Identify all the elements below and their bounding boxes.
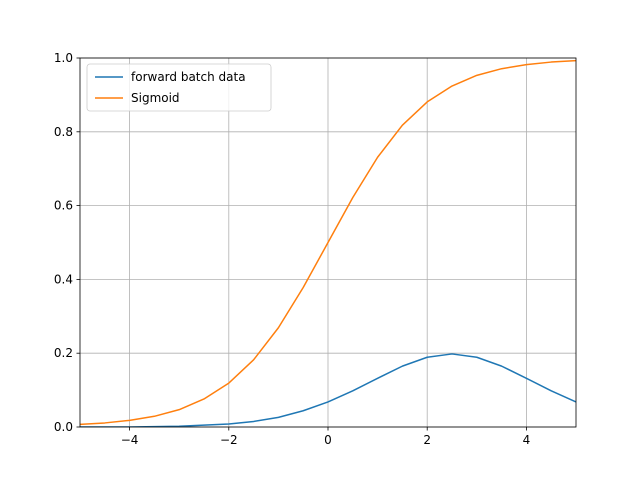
y-tick-label: 0.8 xyxy=(54,125,73,139)
series-line-sigmoid xyxy=(80,59,576,426)
legend-label: forward batch data xyxy=(131,70,246,84)
y-tick-label: 0.0 xyxy=(54,420,73,434)
x-tick-label: −4 xyxy=(121,433,139,447)
legend-label: Sigmoid xyxy=(131,91,180,105)
legend-box xyxy=(86,63,272,112)
y-tick-label: 0.4 xyxy=(54,272,73,286)
ticks: −4 −2 0 2 4 0.0 0.2 0.4 0.6 0.8 1.0 xyxy=(54,51,530,447)
legend: forward batch data Sigmoid xyxy=(86,63,272,112)
x-tick-label: 2 xyxy=(423,433,431,447)
y-tick-label: 0.2 xyxy=(54,346,73,360)
y-tick-label: 0.6 xyxy=(54,199,73,213)
series-layer xyxy=(80,59,576,427)
y-tick-label: 1.0 xyxy=(54,51,73,65)
x-tick-label: 4 xyxy=(523,433,531,447)
series-line-forward-batch-data xyxy=(80,353,576,427)
x-tick-label: 0 xyxy=(324,433,332,447)
x-tick-label: −2 xyxy=(220,433,238,447)
